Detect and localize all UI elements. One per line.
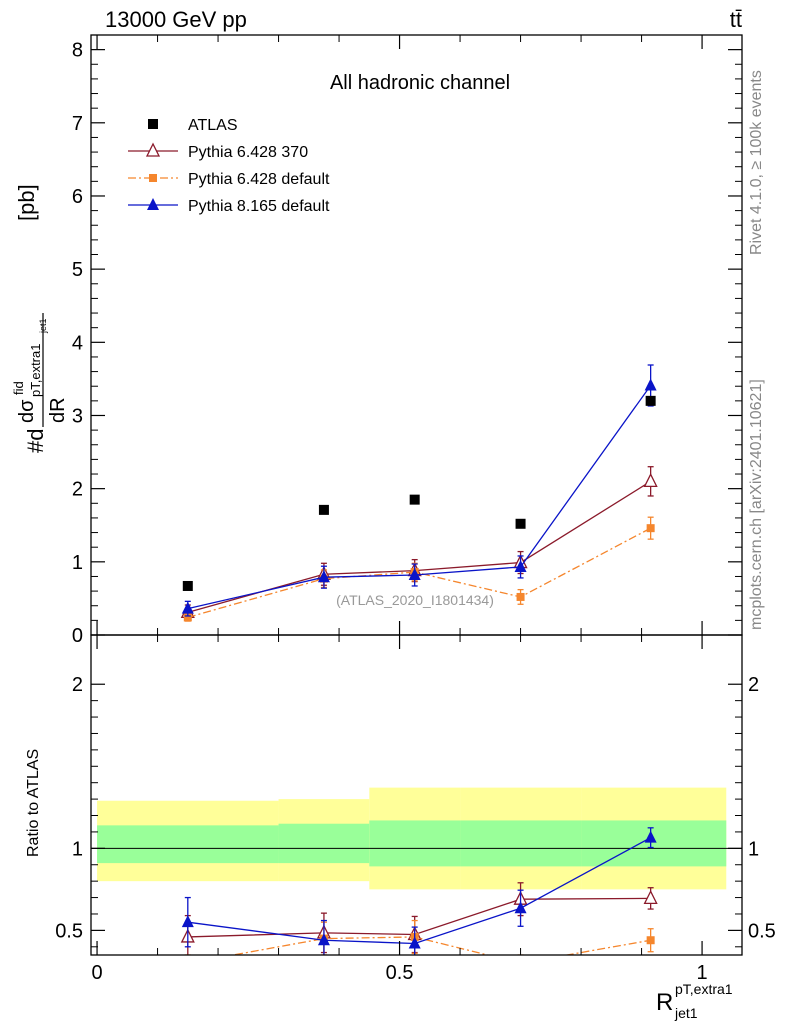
rivet-version-label: Rivet 4.1.0, ≥ 100k events	[748, 70, 765, 255]
svg-text:pT,extra1: pT,extra1	[28, 344, 43, 397]
y-axis-label-ratio: Ratio to ATLAS	[25, 749, 42, 857]
main-panel: 0 1 2 3 4 5 6 7 8 All hadronic channel (ATLAS_20…	[72, 34, 743, 647]
main-y-tick-label: 6	[72, 186, 83, 208]
ylabel-numerator-sub: pT,extra1	[28, 344, 43, 397]
ratio-y-tick-label-right: 1	[748, 838, 759, 860]
mcplots-label: mcplots.cern.ch [arXiv:2401.10621]	[748, 379, 765, 630]
svg-text:#d: #d	[23, 429, 48, 453]
main-y-tick-label: 0	[72, 625, 83, 647]
main-y-tick-label: 7	[72, 113, 83, 135]
ylabel-unit: [pb]	[14, 184, 39, 221]
ratio-y-tick-label-left: 1	[72, 838, 83, 860]
main-py6_default-point	[516, 592, 525, 601]
y-axis-label-main: [pb] #d dσ fid pT,extra1 jet1 dR	[11, 184, 69, 453]
main-y-tick-label: 3	[72, 405, 83, 427]
ratio-py6_370-point	[643, 889, 658, 905]
ratio-band-green	[581, 820, 727, 867]
legend-py8_default-label: Pythia 8.165 default	[188, 198, 330, 215]
ratio-py6_default-point	[646, 936, 655, 945]
ratio-x-tick-label: 0	[91, 962, 102, 984]
ylabel-numerator: dσ	[16, 399, 38, 423]
legend-py8_default-marker	[147, 198, 159, 210]
ratio-panel: 0.5 0.5 1 1 2 2 0 0.5 1	[55, 634, 776, 984]
legend-atlas-label: ATLAS	[188, 117, 238, 134]
main-atlas-point	[318, 504, 329, 515]
header-process-label: tt̄	[730, 7, 742, 32]
main-py6_default-point	[183, 613, 192, 622]
ratio-y-tick-label-right: 0.5	[748, 920, 776, 942]
ratio-band-green	[278, 823, 370, 864]
main-py8_default-point	[644, 378, 657, 391]
legend-py6_370-label: Pythia 6.428 370	[188, 144, 308, 161]
svg-text:jet1: jet1	[674, 1005, 698, 1021]
ratio-panel-frame	[90, 634, 743, 956]
ratio-py8_default-point	[317, 933, 330, 946]
ratio-py8_default-point	[644, 830, 657, 843]
ratio-band-green	[97, 825, 279, 864]
main-y-tick-label: 8	[72, 40, 83, 62]
legend-py6_370-marker	[145, 142, 161, 157]
svg-text:pT,extra1: pT,extra1	[675, 981, 733, 997]
ratio-x-tick-label: 1	[697, 962, 708, 984]
main-atlas-point	[515, 518, 526, 529]
ratio-y-tick-label-right: 2	[748, 674, 759, 696]
main-atlas-point	[409, 494, 420, 505]
svg-text:dσ: dσ	[16, 399, 38, 423]
legend-py6_default-marker	[149, 174, 157, 182]
ratio-y-tick-label-left: 2	[72, 674, 83, 696]
ylabel-denominator: dR	[47, 397, 69, 423]
svg-text:dR: dR	[47, 397, 69, 423]
main-py6_370-point	[643, 472, 658, 487]
xlabel-sup: pT,extra1	[675, 981, 733, 997]
svg-text:fid: fid	[11, 381, 26, 395]
main-py6_default-line	[187, 527, 651, 619]
main-atlas-point	[182, 580, 193, 591]
main-py8_default-point	[181, 601, 194, 614]
ratio-py8_default-point	[408, 936, 421, 949]
legend-py6_default-label: Pythia 6.428 default	[188, 171, 330, 188]
ratio-py8_default-point	[181, 915, 194, 928]
plot-title: All hadronic channel	[330, 72, 510, 94]
main-py8_default-point	[317, 570, 330, 583]
xlabel-sub: jet1	[674, 1005, 698, 1021]
ratio-y-tick-label-left: 0.5	[55, 920, 83, 942]
main-py6_default-point	[646, 524, 655, 533]
main-atlas-point	[645, 395, 656, 406]
header-energy-label: 13000 GeV pp	[105, 7, 247, 32]
svg-text:[pb]: [pb]	[14, 184, 39, 221]
ratio-band-green	[369, 820, 461, 867]
ratio-x-tick-label: 0.5	[386, 962, 414, 984]
main-py8_default-point	[408, 568, 421, 580]
legend-atlas-marker	[148, 119, 158, 129]
ratio-py8_default-point	[514, 901, 527, 914]
main-py8_default-point	[514, 559, 527, 572]
legend: ATLAS Pythia 6.428 370 Pythia 6.428 defaul…	[128, 117, 330, 215]
ylabel-prefix: #d	[23, 429, 48, 453]
main-y-tick-label: 1	[72, 552, 83, 574]
x-axis-label: R pT,extra1 jet1	[656, 981, 733, 1021]
svg-text:R: R	[656, 989, 673, 1016]
xlabel-main: R	[656, 989, 673, 1016]
ratio-py6_default-point	[517, 959, 525, 967]
ratio-band-green	[460, 820, 582, 867]
main-y-tick-label: 4	[72, 332, 83, 354]
ratio-py6_default-point	[184, 959, 192, 967]
ylabel-numerator-sup: fid	[11, 381, 26, 395]
main-y-tick-label: 2	[72, 479, 83, 501]
main-y-tick-label: 5	[72, 259, 83, 281]
watermark-label: (ATLAS_2020_I1801434)	[336, 592, 494, 608]
